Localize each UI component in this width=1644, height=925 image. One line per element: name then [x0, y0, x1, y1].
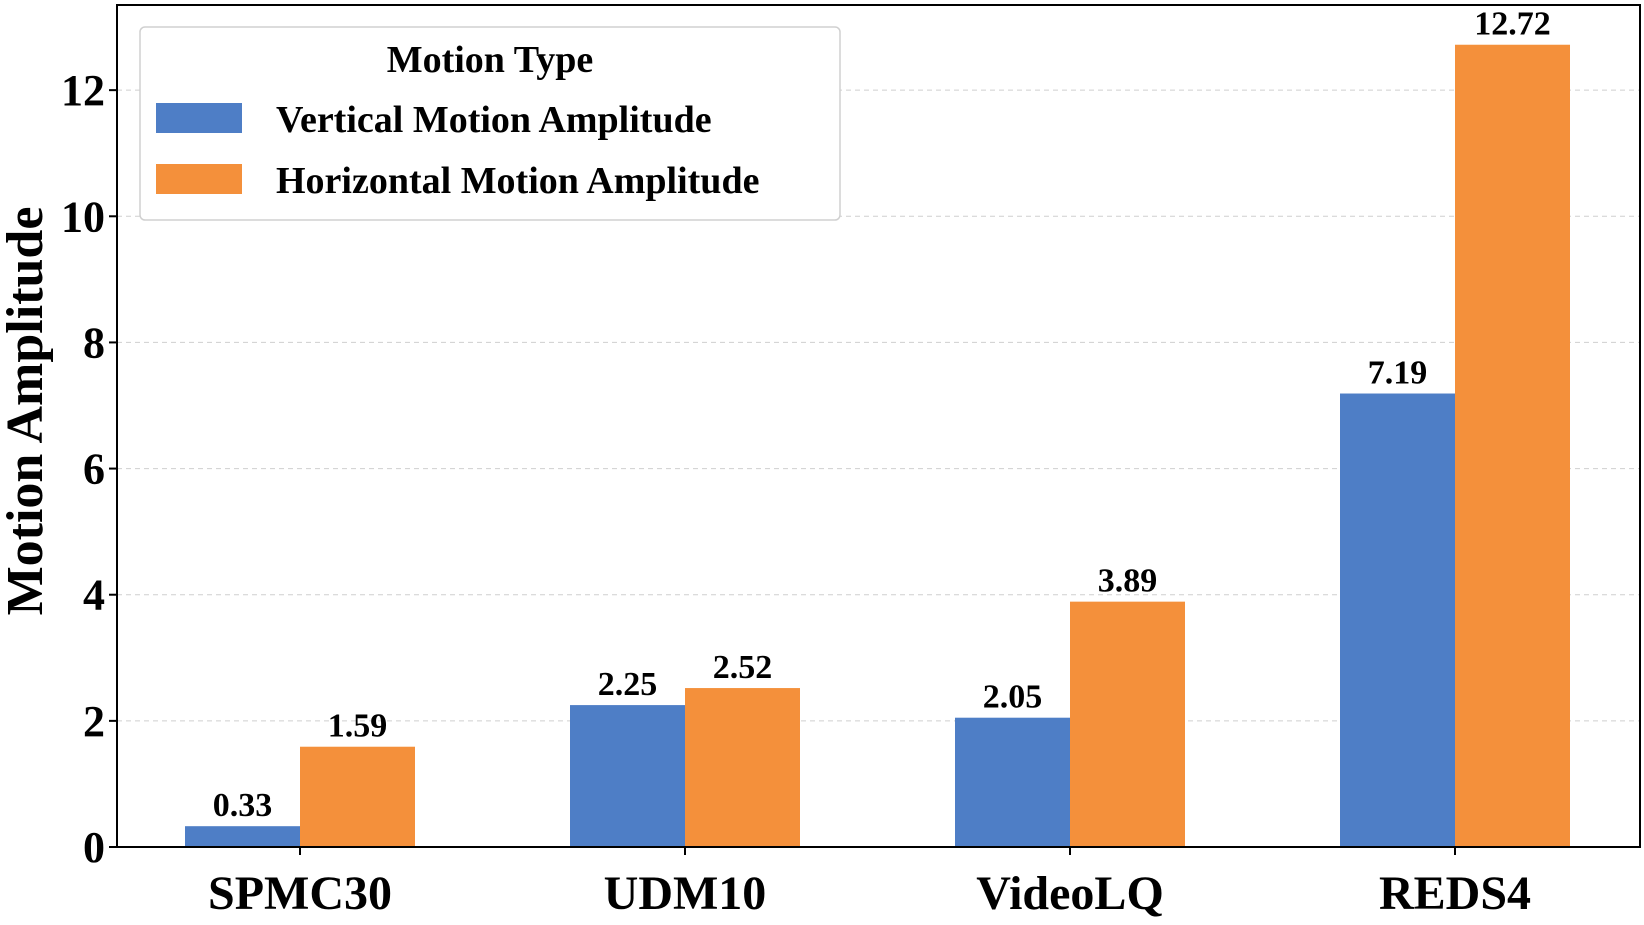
y-tick-label: 8	[83, 318, 105, 367]
data-label: 0.33	[213, 787, 273, 824]
data-label: 7.19	[1368, 355, 1428, 392]
bar-vertical	[955, 717, 1070, 847]
legend-entry-vertical: Vertical Motion Amplitude	[276, 99, 712, 141]
data-label: 2.25	[598, 666, 658, 703]
bar-horizontal	[1455, 44, 1570, 847]
y-tick-label: 6	[83, 445, 105, 494]
bar-horizontal	[1070, 601, 1185, 847]
bar-vertical	[185, 826, 300, 847]
data-label: 2.52	[713, 649, 773, 686]
x-tick-label: REDS4	[1379, 867, 1531, 920]
bar-vertical	[570, 705, 685, 847]
data-labels: 0.33 1.59 2.25 2.52 2.05 3.89 7.19 12.72	[213, 6, 1551, 824]
y-axis-label: Motion Amplitude	[0, 207, 54, 616]
x-tick-label: UDM10	[604, 867, 767, 920]
data-label: 2.05	[983, 679, 1043, 716]
legend-title: Motion Type	[387, 39, 594, 81]
legend-swatch-vertical	[156, 103, 242, 133]
y-tick-label: 12	[61, 66, 105, 115]
y-tick-label: 2	[83, 697, 105, 746]
data-label: 12.72	[1474, 6, 1551, 43]
bars	[185, 44, 1570, 847]
x-tick-label: SPMC30	[208, 867, 392, 920]
y-tick-label: 10	[61, 192, 105, 241]
data-label: 1.59	[328, 708, 388, 745]
x-axis-ticks: SPMC30 UDM10 VideoLQ REDS4	[208, 847, 1531, 920]
y-tick-label: 0	[83, 823, 105, 872]
legend-entry-horizontal: Horizontal Motion Amplitude	[276, 160, 759, 202]
bar-horizontal	[685, 688, 800, 847]
legend-box	[139, 26, 841, 221]
bar-horizontal	[300, 746, 415, 847]
bar-vertical	[1340, 393, 1455, 847]
data-label: 3.89	[1098, 563, 1158, 600]
legend: Motion Type Vertical Motion Amplitude Ho…	[139, 26, 841, 221]
plot-frame	[116, 4, 1641, 848]
y-axis-ticks: 0 2 4 6 8 10 12	[61, 66, 117, 872]
y-tick-label: 4	[83, 571, 105, 620]
x-tick-label: VideoLQ	[976, 867, 1164, 920]
legend-swatch-horizontal	[156, 164, 242, 194]
